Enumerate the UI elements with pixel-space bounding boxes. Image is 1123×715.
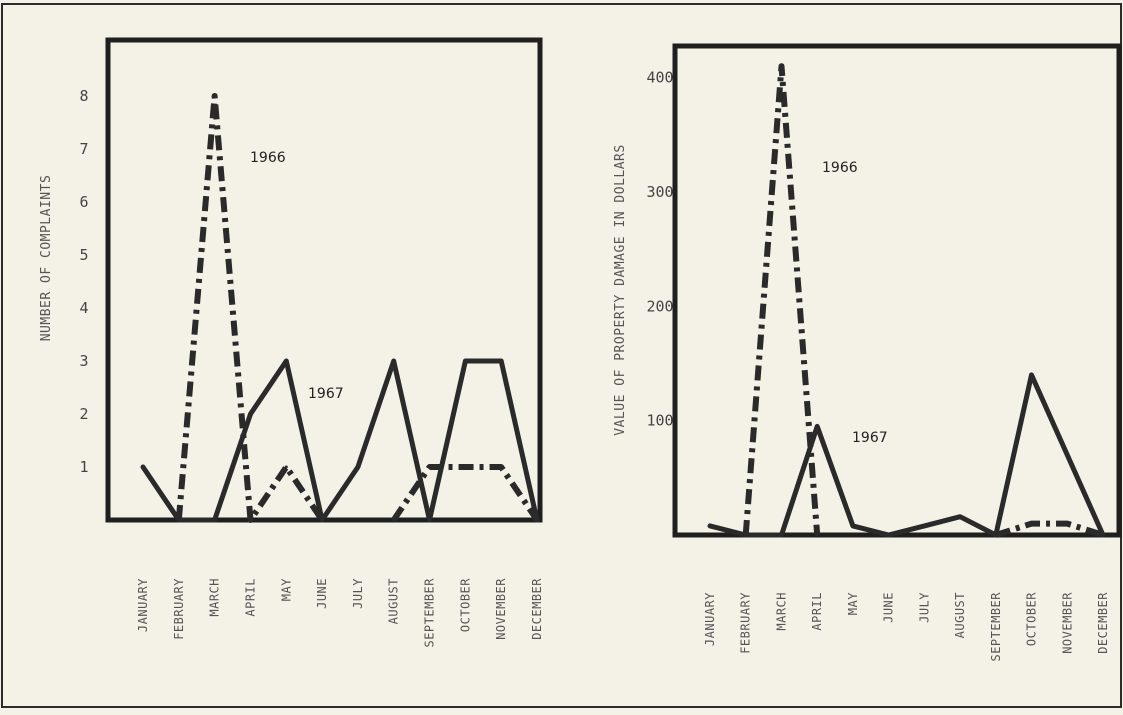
complaints-plot-frame: [105, 37, 543, 523]
complaints-x-tick-label: OCTOBER: [458, 578, 472, 632]
damage-x-tick-label: NOVEMBER: [1060, 592, 1074, 654]
complaints-chart: NUMBER OF COMPLAINTS 1 2 3 4 5 6 7 8 JANUARY FEB…: [39, 37, 544, 648]
complaints-y-tick-label: 8: [79, 87, 88, 105]
complaints-series-1967-point: [428, 518, 432, 522]
complaints-label-1967: 1967: [308, 386, 344, 402]
complaints-x-tick-label: JULY: [351, 578, 365, 609]
complaints-x-tick-label: AUGUST: [387, 578, 401, 624]
complaints-series-1967-point: [141, 465, 145, 469]
damage-series-1967-point: [744, 533, 748, 537]
damage-y-tick-label: 100: [646, 412, 673, 430]
damage-series-1967-point: [708, 524, 712, 528]
damage-y-tick-label: 400: [646, 69, 673, 87]
damage-x-tick-label: JANUARY: [703, 592, 717, 646]
complaints-x-tick-label: MARCH: [208, 578, 222, 617]
complaints-series-1966-point: [248, 518, 252, 522]
complaints-series-1967-point: [213, 518, 217, 522]
complaints-x-tick-label: DECEMBER: [530, 578, 544, 640]
damage-series-1966-line: [994, 520, 1104, 538]
complaints-series-1967-point: [356, 465, 360, 469]
damage-plot-frame: [672, 43, 1122, 538]
complaints-y-tick-label: 5: [79, 246, 88, 264]
damage-x-tick-label: MARCH: [774, 592, 788, 631]
complaints-y-tick-label: 4: [79, 299, 88, 317]
damage-series-1966-point: [1065, 522, 1069, 526]
complaints-y-tick-label: 3: [79, 352, 88, 370]
damage-label-1967: 1967: [852, 430, 888, 446]
damage-x-tick-label: JUNE: [882, 592, 896, 623]
complaints-series-1966-point: [463, 465, 467, 469]
damage-series-1966-point: [779, 64, 783, 68]
damage-series-1967-point: [779, 533, 783, 537]
damage-series-1967-point: [958, 515, 962, 519]
complaints-x-tick-label: APRIL: [243, 578, 257, 617]
complaints-series-1967-point: [392, 359, 396, 363]
damage-y-tick-label: 300: [646, 183, 673, 201]
complaints-series-1966-point: [284, 465, 288, 469]
damage-series-1967-point: [1065, 453, 1069, 457]
complaints-series-1967-point: [320, 518, 324, 522]
complaints-series-1967-point: [284, 359, 288, 363]
damage-x-tick-label: FEBRUARY: [739, 592, 753, 654]
damage-series-1967-point: [851, 524, 855, 528]
complaints-series-1966-point: [213, 94, 217, 98]
complaints-series-1966-point: [428, 465, 432, 469]
damage-label-1966: 1966: [822, 160, 858, 176]
complaints-y-tick-label: 6: [79, 193, 88, 211]
damage-x-tick-label: OCTOBER: [1025, 592, 1039, 646]
damage-series-1966-point: [1030, 522, 1034, 526]
damage-x-tick-label: JULY: [917, 592, 931, 623]
damage-x-tick-label: SEPTEMBER: [989, 592, 1003, 662]
damage-chart: VALUE OF PROPERTY DAMAGE IN DOLLARS 100 2…: [613, 43, 1122, 662]
damage-x-tick-label: MAY: [846, 592, 860, 615]
complaints-x-tick-label: SEPTEMBER: [423, 578, 437, 648]
damage-series-1967-point: [815, 424, 819, 428]
complaints-label-1966: 1966: [250, 150, 286, 166]
complaints-series-1967-point: [499, 359, 503, 363]
damage-y-axis-title: VALUE OF PROPERTY DAMAGE IN DOLLARS: [613, 144, 628, 435]
damage-series-1966-point: [815, 533, 819, 537]
complaints-x-tick-label: NOVEMBER: [494, 578, 508, 640]
complaints-y-axis-title: NUMBER OF COMPLAINTS: [39, 175, 54, 342]
damage-x-tick-label: AUGUST: [953, 592, 967, 638]
damage-y-tick-label: 200: [646, 297, 673, 315]
complaints-series-1966-line: [391, 464, 540, 522]
complaints-x-tick-label: JANUARY: [136, 578, 150, 632]
damage-series-1967-point: [1101, 533, 1105, 537]
damage-x-tick-label: DECEMBER: [1096, 592, 1110, 654]
complaints-y-tick-label: 2: [79, 405, 88, 423]
complaints-series-1967-line: [140, 358, 540, 523]
damage-series-1967-point: [887, 533, 891, 537]
complaints-series-1967-point: [248, 412, 252, 416]
complaints-series-1967-point: [535, 518, 539, 522]
complaints-series-1967-point: [177, 518, 181, 522]
complaints-y-tick-label: 1: [79, 458, 88, 476]
complaints-x-tick-label: JUNE: [315, 578, 329, 609]
complaints-x-tick-label: MAY: [279, 578, 293, 601]
damage-series-1967-point: [1030, 373, 1034, 377]
complaints-series-1967-point: [463, 359, 467, 363]
complaints-x-tick-label: FEBRUARY: [172, 578, 186, 640]
damage-series-1967-point: [994, 533, 998, 537]
complaints-series-1966-point: [392, 518, 396, 522]
damage-x-tick-label: APRIL: [810, 592, 824, 631]
damage-series-1967-point: [922, 524, 926, 528]
damage-series-1967-line: [707, 372, 1106, 538]
complaints-series-1966-point: [499, 465, 503, 469]
complaints-y-tick-label: 7: [79, 140, 88, 158]
